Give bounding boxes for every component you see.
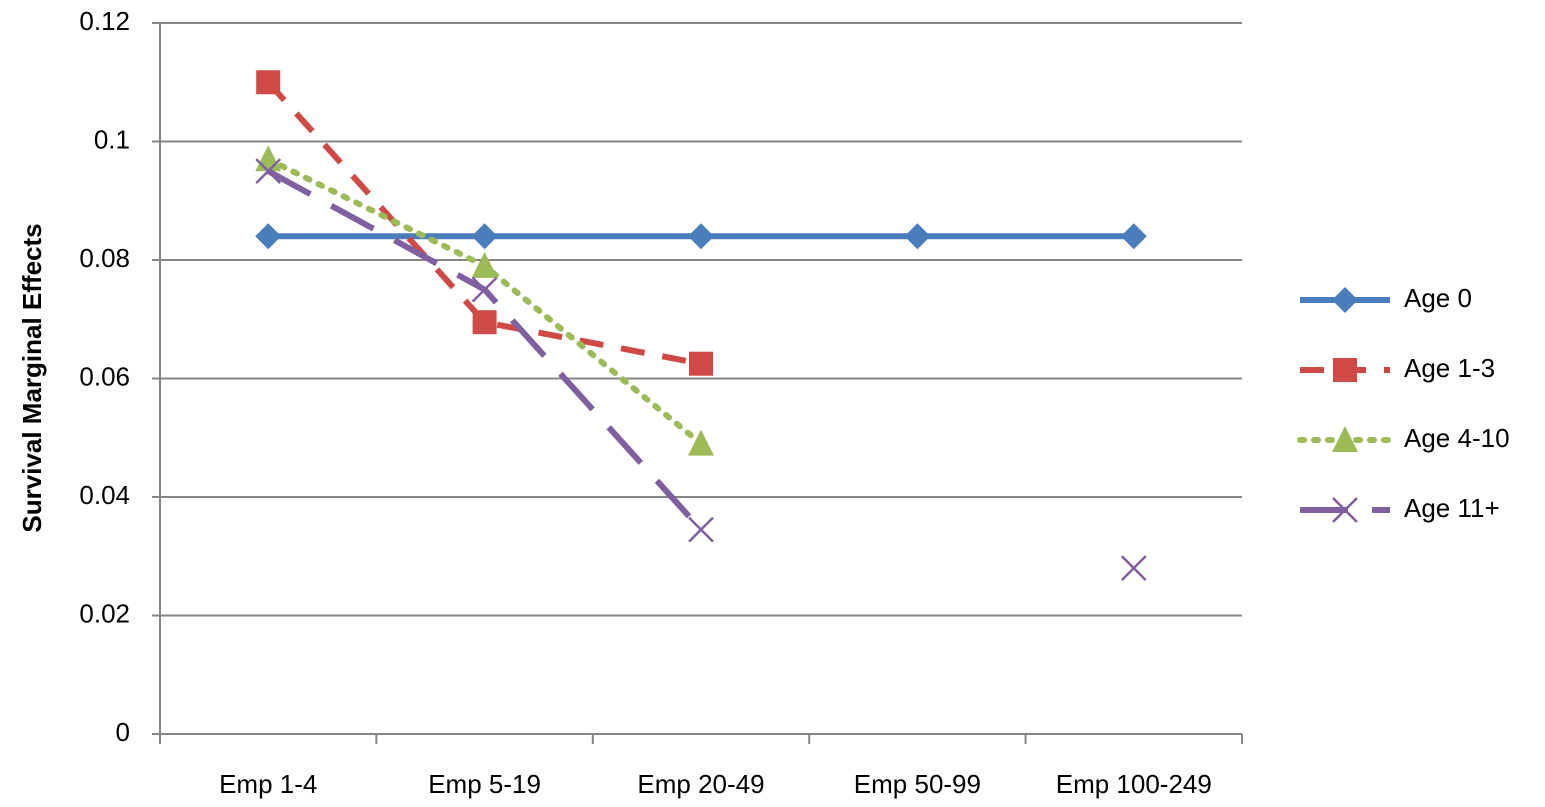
y-tick-label: 0.04 bbox=[79, 480, 130, 510]
data-point bbox=[256, 70, 281, 95]
data-point bbox=[472, 310, 497, 335]
legend-marker bbox=[1332, 497, 1358, 523]
x-tick-label: Emp 50-99 bbox=[854, 769, 981, 799]
data-point bbox=[471, 223, 498, 250]
legend-marker bbox=[1333, 358, 1357, 382]
x-tick-label: Emp 100-249 bbox=[1056, 769, 1212, 799]
data-point bbox=[471, 276, 498, 303]
series-line bbox=[265, 80, 702, 367]
data-point bbox=[255, 145, 282, 172]
legend-marker bbox=[1332, 426, 1358, 452]
legend-label: Age 11+ bbox=[1404, 493, 1500, 523]
data-point bbox=[689, 351, 713, 376]
legend-label: Age 4-10 bbox=[1404, 423, 1510, 453]
data-point bbox=[1120, 555, 1147, 581]
y-tick-label: 0.12 bbox=[79, 6, 130, 36]
data-point bbox=[904, 223, 931, 250]
legend-label: Age 1-3 bbox=[1404, 353, 1495, 383]
legend-marker bbox=[1332, 287, 1358, 313]
y-tick-label: 0 bbox=[116, 717, 130, 747]
x-tick-label: Emp 1-4 bbox=[219, 769, 317, 799]
data-point bbox=[1120, 223, 1147, 250]
y-tick-label: 0.08 bbox=[79, 243, 130, 273]
x-tick-label: Emp 20-49 bbox=[637, 769, 764, 799]
data-point bbox=[688, 223, 714, 250]
data-point bbox=[255, 223, 282, 250]
legend-label: Age 0 bbox=[1404, 283, 1472, 313]
y-tick-label: 0.02 bbox=[79, 598, 130, 628]
series-line bbox=[265, 156, 704, 447]
y-tick-label: 0.06 bbox=[79, 361, 130, 391]
y-axis-label: Survival Marginal Effects bbox=[17, 223, 47, 532]
x-tick-label: Emp 5-19 bbox=[428, 769, 541, 799]
data-point bbox=[688, 516, 714, 543]
y-tick-label: 0.1 bbox=[94, 124, 130, 154]
data-point bbox=[255, 158, 282, 185]
data-point bbox=[471, 251, 498, 278]
data-point bbox=[688, 429, 714, 456]
